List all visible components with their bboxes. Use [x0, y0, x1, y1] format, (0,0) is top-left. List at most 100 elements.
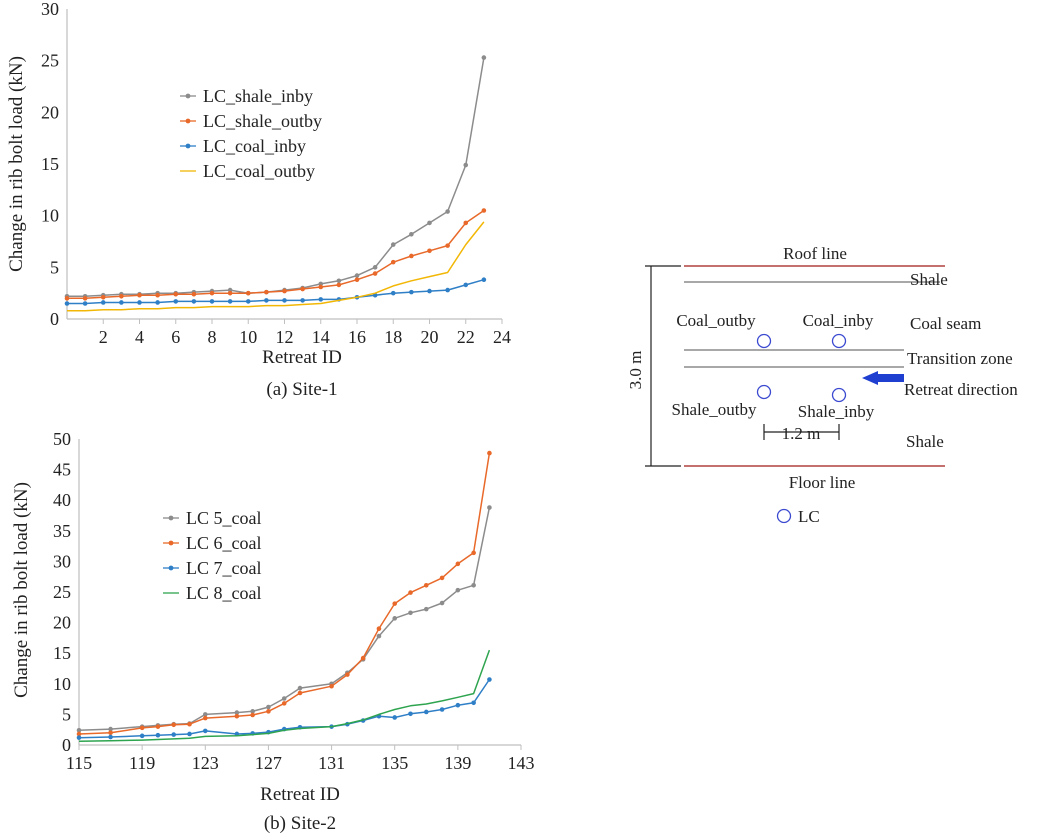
y-tick-label: 0: [62, 735, 71, 755]
data-point: [282, 298, 287, 303]
series-lc-shale-outby: [64, 208, 487, 301]
legend-marker-coal-inby: [185, 143, 191, 149]
data-point: [423, 606, 429, 612]
data-point: [463, 282, 469, 288]
series-lc-coal-inby: [64, 277, 487, 306]
data-point: [76, 728, 82, 733]
data-point: [471, 550, 476, 556]
data-point: [392, 616, 398, 621]
coal-seam-label: Coal seam: [910, 314, 981, 333]
data-point: [64, 301, 70, 306]
data-point: [282, 288, 287, 294]
legend-marker-lc7: [168, 565, 174, 571]
data-point: [445, 243, 450, 248]
x-tick-label: 12: [276, 327, 294, 347]
data-point: [439, 707, 445, 712]
data-point: [266, 704, 271, 710]
y-tick-label: 20: [53, 613, 71, 633]
y-tick-label: 10: [41, 206, 59, 226]
data-point: [487, 505, 492, 510]
y-tick-label: 15: [53, 643, 71, 663]
x-tick-label: 20: [421, 327, 439, 347]
roof-line-label: Roof line: [783, 244, 847, 263]
x-tick-label: 10: [239, 327, 257, 347]
data-point: [209, 299, 215, 304]
data-point: [427, 248, 432, 254]
x-tick-label: 4: [135, 327, 144, 347]
data-point: [139, 725, 145, 731]
data-point: [354, 273, 360, 278]
data-point: [245, 290, 251, 296]
data-point: [281, 701, 287, 706]
data-point: [202, 728, 208, 734]
legend-marker-lc5: [168, 515, 174, 521]
legend-label: LC_shale_inby: [203, 86, 313, 106]
axes: 0 5 10 15 20 25 30 35 40 45 50 115 119 123 127 131 135 13…: [53, 429, 535, 773]
series-line: [78, 452, 491, 735]
data-point: [108, 734, 113, 740]
entry-schematic: Roof line Shale 3.0 m Coal_outby Coal_in…: [626, 244, 1018, 526]
x-axis-label: Retreat ID: [260, 784, 340, 805]
data-point: [108, 730, 113, 736]
data-point: [408, 590, 413, 595]
data-point: [187, 731, 192, 737]
data-point: [390, 290, 396, 296]
x-tick-label: 22: [457, 327, 475, 347]
y-tick-label: 45: [53, 460, 71, 480]
data-point: [245, 299, 251, 304]
data-point: [191, 299, 197, 304]
y-axis-label: Change in rib bolt load (kN): [6, 56, 27, 272]
data-point: [173, 299, 179, 304]
legend-marker-shale-inby: [185, 93, 191, 99]
legend-label: LC_shale_outby: [203, 111, 322, 131]
shale-bottom-label: Shale: [906, 432, 944, 451]
y-tick-label: 5: [50, 257, 59, 277]
data-point: [345, 672, 350, 677]
legend-label: LC 5_coal: [186, 508, 261, 528]
data-point: [481, 55, 487, 60]
x-tick-label: 135: [381, 753, 408, 773]
data-point: [171, 732, 177, 737]
data-point: [360, 655, 366, 661]
data-point: [471, 582, 476, 588]
data-point: [481, 208, 487, 213]
data-point: [455, 561, 461, 567]
data-point: [82, 296, 88, 301]
data-point: [250, 712, 255, 718]
data-point: [423, 582, 429, 588]
legend-label: LC 7_coal: [186, 558, 261, 578]
data-point: [336, 282, 342, 288]
y-tick-label: 30: [53, 551, 71, 571]
data-point: [250, 709, 255, 714]
data-point: [455, 702, 461, 708]
data-point: [487, 450, 492, 456]
data-point: [408, 610, 413, 616]
data-point: [234, 710, 240, 715]
data-point: [171, 722, 177, 728]
data-point: [155, 724, 161, 729]
data-point: [155, 300, 160, 305]
series-line: [67, 209, 485, 300]
data-point: [376, 626, 382, 632]
series-lc-6-coal: [76, 450, 492, 737]
data-point: [137, 292, 142, 298]
data-point: [390, 242, 396, 247]
data-point: [354, 277, 360, 283]
x-tick-label: 8: [208, 327, 217, 347]
x-tick-label: 24: [493, 327, 511, 347]
series-line: [78, 649, 491, 743]
transition-zone-label: Transition zone: [907, 349, 1013, 368]
shale-inby-label: Shale_inby: [798, 402, 875, 421]
data-point: [119, 293, 124, 299]
legend-label: LC_coal_outby: [203, 161, 315, 181]
lc-shale-outby-marker: [756, 384, 772, 400]
lc-legend-label: LC: [798, 507, 820, 526]
data-point: [423, 709, 429, 715]
data-point: [318, 284, 324, 290]
data-point: [266, 709, 271, 714]
x-tick-label: 143: [508, 753, 535, 773]
shale-outby-label: Shale_outby: [672, 400, 757, 419]
x-tick-label: 6: [171, 327, 180, 347]
data-point: [173, 291, 179, 297]
data-point: [329, 683, 334, 689]
